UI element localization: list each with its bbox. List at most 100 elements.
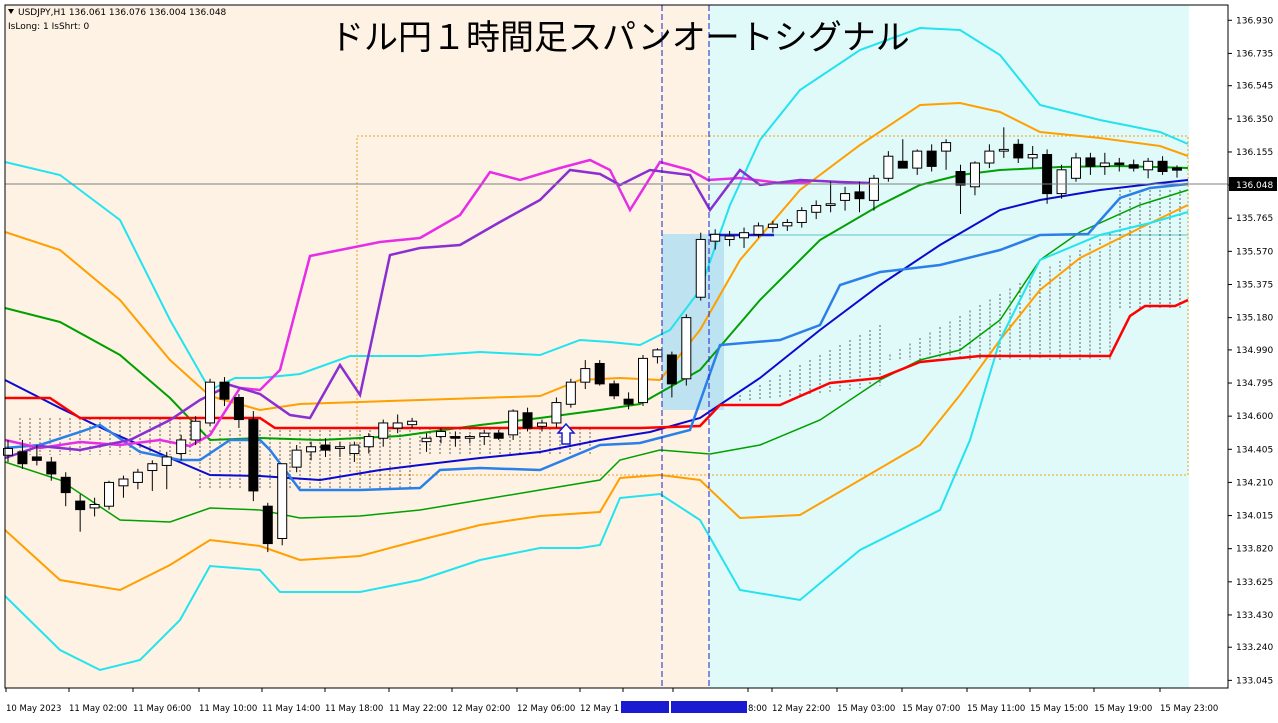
candle bbox=[450, 431, 461, 447]
candle bbox=[291, 445, 302, 473]
zone-future-shading bbox=[709, 5, 1189, 688]
candle bbox=[955, 164, 966, 214]
candle bbox=[897, 139, 908, 169]
time-tick-label: 15 May 23:00 bbox=[1160, 704, 1218, 714]
candle bbox=[969, 161, 980, 196]
time-tick-label: 11 May 22:00 bbox=[389, 704, 447, 714]
candle bbox=[147, 460, 158, 491]
chart-title: ドル円１時間足スパンオートシグナル bbox=[330, 18, 910, 58]
range-box-dotted bbox=[356, 135, 1189, 476]
candle bbox=[854, 181, 865, 213]
candle bbox=[161, 451, 172, 490]
time-tick-label: 11 May 14:00 bbox=[262, 704, 320, 714]
price-tick-label: 135.375 bbox=[1236, 280, 1273, 290]
zone-past-shading bbox=[5, 5, 662, 688]
price-tick-label: 133.045 bbox=[1236, 676, 1273, 686]
candle bbox=[435, 428, 446, 444]
candle bbox=[17, 439, 28, 469]
candle bbox=[941, 139, 952, 170]
candle bbox=[724, 230, 735, 247]
bollinger-lower-3sigma-line bbox=[4, 211, 1189, 672]
time-tick-label: 12 May 06:00 bbox=[517, 704, 575, 714]
price-tick-label: 134.990 bbox=[1236, 346, 1273, 356]
candle bbox=[176, 434, 187, 461]
candle bbox=[89, 497, 100, 517]
candle bbox=[233, 394, 244, 429]
price-tick-label: 136.350 bbox=[1236, 115, 1273, 125]
price-tick-label: 134.795 bbox=[1236, 379, 1273, 389]
time-tick-label: 15 May 03:00 bbox=[837, 704, 895, 714]
time-tick-label: 11 May 06:00 bbox=[133, 704, 191, 714]
candle bbox=[840, 186, 851, 211]
bollinger-lower-1sigma-line bbox=[4, 189, 1189, 523]
price-tick-label: 135.570 bbox=[1236, 247, 1273, 257]
indicator-status-line: IsLong: 1 IsShrt: 0 bbox=[8, 22, 89, 32]
candle bbox=[1128, 159, 1139, 172]
candle bbox=[118, 475, 129, 498]
price-tick-label: 133.820 bbox=[1236, 545, 1273, 555]
indicator-lines bbox=[4, 26, 1189, 672]
chart-menu-triangle-icon[interactable] bbox=[8, 9, 14, 14]
long-signal-arrow-icon bbox=[556, 422, 576, 445]
candle bbox=[638, 354, 649, 406]
candle bbox=[104, 480, 115, 510]
candle bbox=[883, 151, 894, 182]
candle bbox=[392, 414, 403, 434]
candle bbox=[695, 232, 706, 301]
candle bbox=[652, 348, 663, 364]
kijun-line bbox=[4, 182, 1189, 492]
time-tick-label: 10 May 2023 bbox=[6, 704, 61, 714]
candle bbox=[378, 419, 389, 447]
candle bbox=[1172, 165, 1182, 178]
candle bbox=[998, 127, 1009, 158]
candle bbox=[277, 463, 288, 546]
candle bbox=[1099, 152, 1110, 175]
oscillator-magenta-line bbox=[4, 158, 811, 450]
candle bbox=[710, 229, 721, 250]
current-price-label: 136.048 bbox=[1229, 177, 1277, 191]
candle bbox=[666, 351, 677, 398]
candle bbox=[536, 419, 547, 432]
candle bbox=[508, 409, 519, 440]
price-tick-label: 134.405 bbox=[1236, 445, 1273, 455]
price-tick-label: 136.155 bbox=[1236, 148, 1273, 158]
time-tick-label: 11 May 10:00 bbox=[199, 704, 257, 714]
time-highlight-1-bg bbox=[621, 701, 669, 713]
price-tick-label: 134.210 bbox=[1236, 478, 1273, 488]
candle bbox=[219, 377, 230, 406]
time-tick-label: 8:00 bbox=[748, 704, 767, 714]
price-tick-label: 135.180 bbox=[1236, 314, 1273, 324]
candle bbox=[912, 149, 923, 175]
candle bbox=[522, 407, 533, 432]
candle bbox=[60, 472, 71, 507]
candle bbox=[1027, 146, 1038, 169]
price-tick-label: 136.735 bbox=[1236, 49, 1273, 59]
price-tick-label: 133.430 bbox=[1236, 611, 1273, 621]
candle bbox=[609, 380, 620, 400]
candle bbox=[565, 378, 576, 408]
candle bbox=[248, 411, 259, 502]
candle bbox=[811, 200, 822, 220]
time-tick-label: 11 May 18:00 bbox=[325, 704, 383, 714]
price-tick-label: 136.930 bbox=[1236, 16, 1273, 26]
time-tick-label: 11 May 02:00 bbox=[69, 704, 127, 714]
candle bbox=[623, 392, 634, 410]
candle bbox=[205, 378, 216, 427]
candle bbox=[493, 429, 504, 440]
candle bbox=[1157, 156, 1168, 175]
candle bbox=[407, 417, 418, 429]
candle bbox=[1114, 157, 1125, 172]
candle bbox=[984, 144, 995, 169]
candle bbox=[349, 441, 360, 463]
price-axis[interactable]: 136.930136.735136.545136.350136.155135.9… bbox=[1228, 16, 1273, 686]
candle bbox=[31, 445, 42, 466]
current-price-text: 136.048 bbox=[1236, 181, 1273, 191]
candle bbox=[363, 433, 374, 454]
price-tick-label: 136.545 bbox=[1236, 82, 1273, 92]
candlesticks bbox=[3, 127, 1182, 553]
candle bbox=[46, 456, 57, 481]
time-tick-label: 15 May 15:00 bbox=[1030, 704, 1088, 714]
candle bbox=[739, 227, 750, 248]
